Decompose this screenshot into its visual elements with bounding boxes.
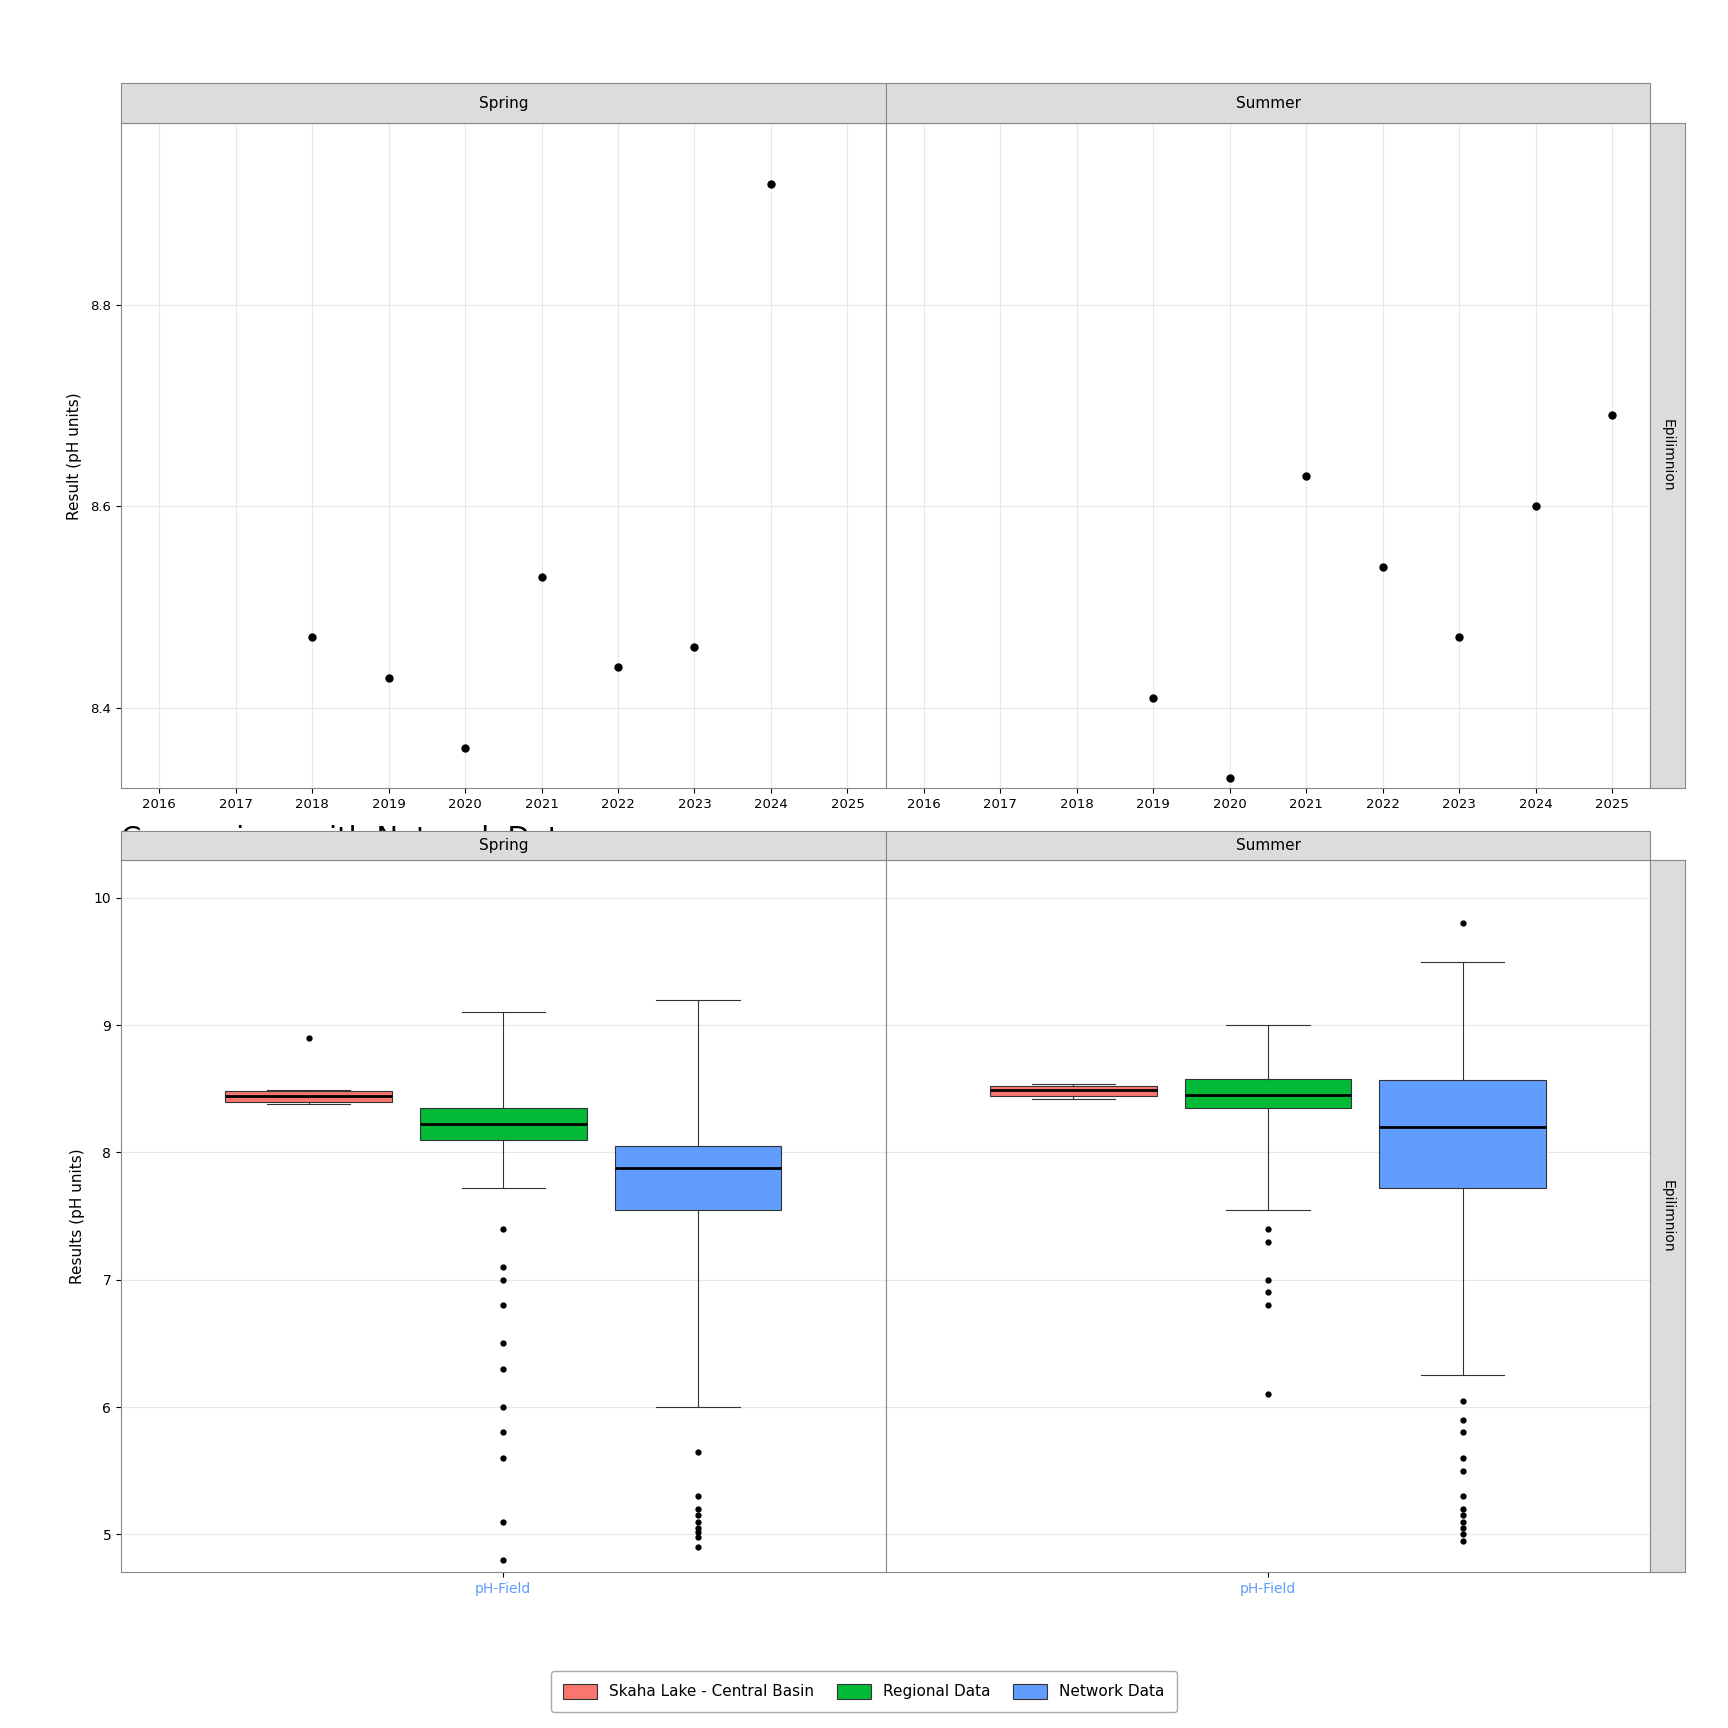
Y-axis label: Result (pH units): Result (pH units)	[67, 392, 81, 520]
Point	[375, 664, 403, 691]
Text: Summer: Summer	[1236, 838, 1301, 854]
Text: Summer: Summer	[1236, 95, 1301, 111]
Point	[757, 169, 785, 197]
PathPatch shape	[1379, 1080, 1547, 1189]
Point	[1445, 624, 1472, 651]
Point	[681, 634, 708, 662]
Point	[1598, 401, 1626, 429]
Bar	[121, 83, 886, 123]
Legend: Skaha Lake - Central Basin, Regional Data, Network Data: Skaha Lake - Central Basin, Regional Dat…	[551, 1671, 1177, 1712]
Text: pH-Field: pH-Field	[121, 88, 238, 116]
Text: Epilimnion: Epilimnion	[1661, 1180, 1674, 1253]
PathPatch shape	[420, 1108, 588, 1140]
Text: Comparison with Network Data: Comparison with Network Data	[121, 824, 577, 852]
Point	[299, 624, 327, 651]
Point	[1522, 492, 1550, 520]
Bar	[121, 831, 886, 861]
Point	[527, 563, 555, 591]
Point	[1369, 553, 1396, 581]
Point	[1139, 684, 1166, 712]
PathPatch shape	[990, 1087, 1156, 1097]
Text: Spring: Spring	[479, 95, 529, 111]
PathPatch shape	[1185, 1078, 1351, 1108]
Bar	[886, 83, 1650, 123]
PathPatch shape	[615, 1146, 781, 1210]
Bar	[886, 831, 1650, 861]
PathPatch shape	[225, 1092, 392, 1101]
Point	[1217, 764, 1244, 791]
Point	[605, 653, 632, 681]
Text: Epilimnion: Epilimnion	[1661, 420, 1674, 492]
Point	[451, 734, 479, 762]
Text: Spring: Spring	[479, 838, 529, 854]
Y-axis label: Results (pH units): Results (pH units)	[71, 1149, 85, 1284]
Point	[1293, 461, 1320, 489]
